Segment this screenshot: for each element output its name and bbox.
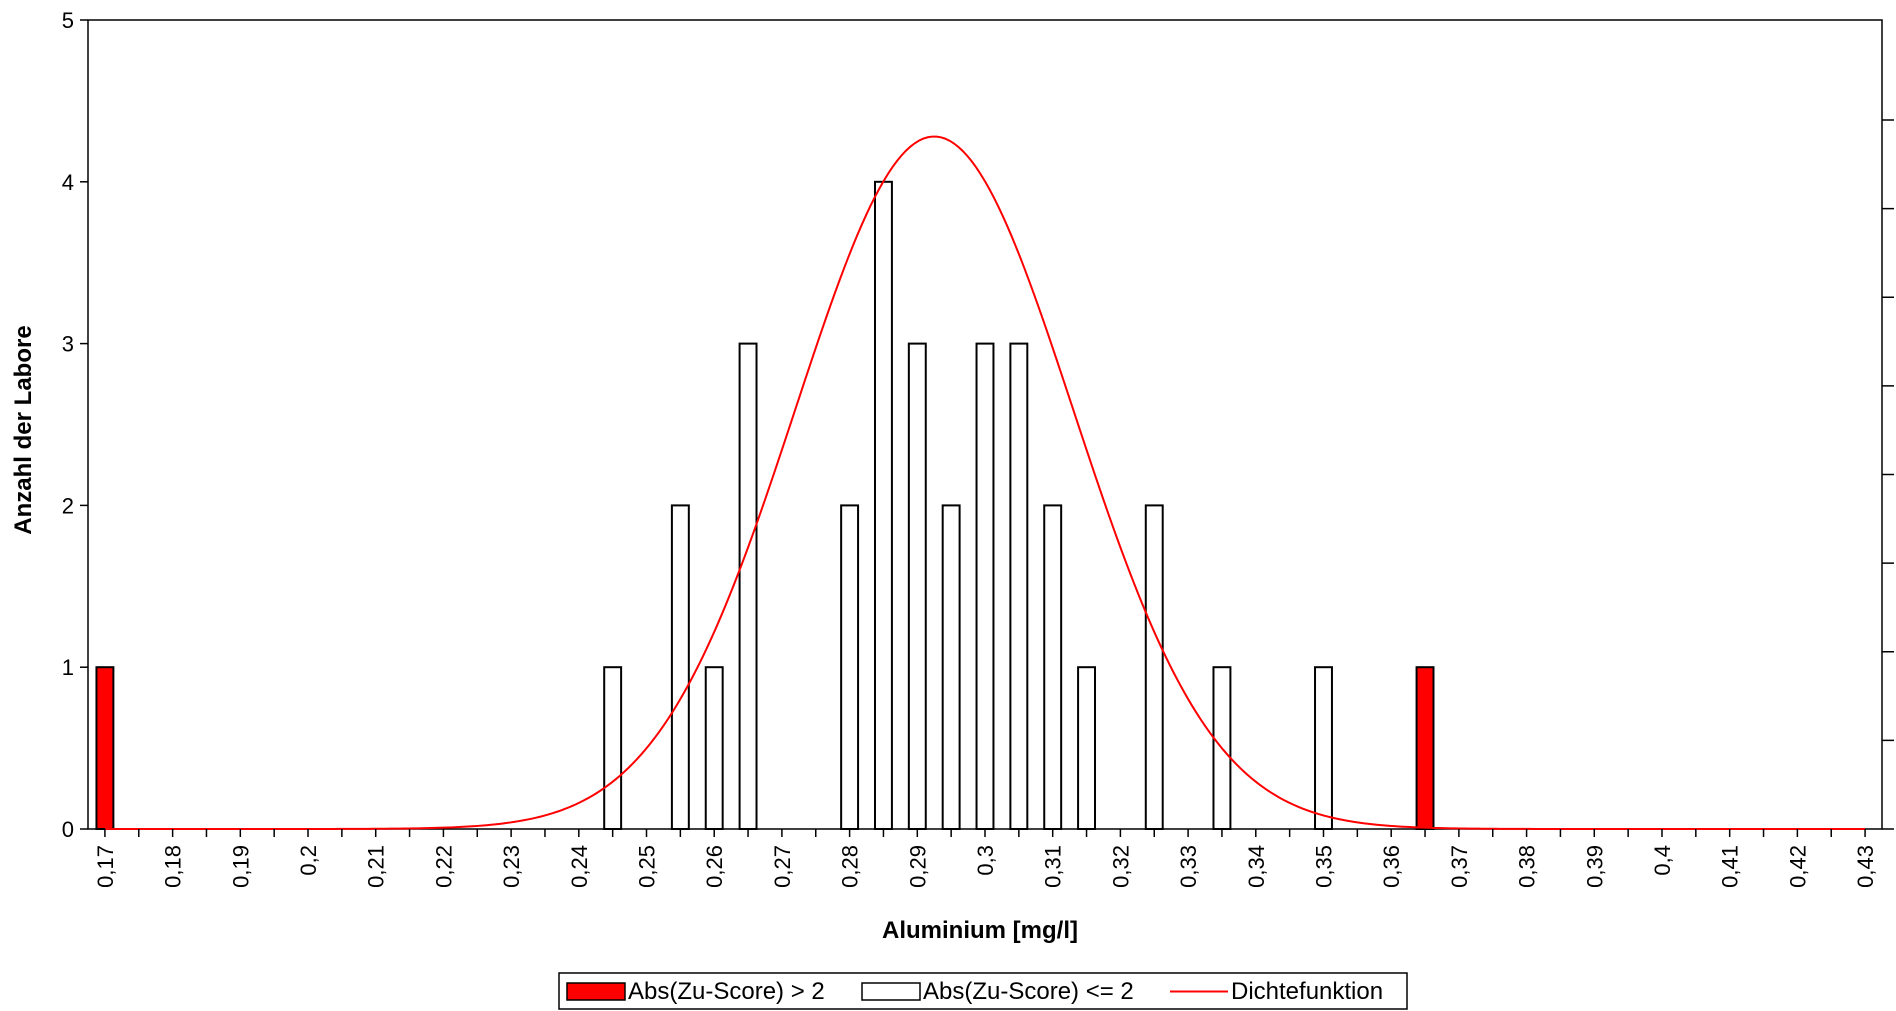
x-tick-label: 0,21 <box>364 845 389 888</box>
bar <box>1144 504 1164 830</box>
x-axis: 0,17 0,18 0,19 0,2 0,21 0,22 0,23 0,24 0,25 0,26 0… <box>93 829 1878 888</box>
x-tick-label: 0,38 <box>1515 845 1540 888</box>
bar <box>704 666 724 831</box>
x-tick-label: 0,17 <box>93 845 118 888</box>
bar <box>941 504 961 830</box>
x-tick-label: 0,22 <box>431 845 456 888</box>
x-tick-label: 0,4 <box>1650 845 1675 876</box>
x-tick-label: 0,35 <box>1311 845 1336 888</box>
x-tick-label: 0,36 <box>1379 845 1404 888</box>
bar <box>738 342 758 830</box>
x-tick-label: 0,3 <box>973 845 998 876</box>
bar <box>975 342 995 830</box>
y-tick-label: 5 <box>62 8 74 33</box>
x-tick-label: 0,26 <box>702 845 727 888</box>
legend-label-normal: Abs(Zu-Score) <= 2 <box>923 978 1134 1005</box>
y-axis-title: Anzahl der Labore <box>10 325 37 534</box>
legend-swatch-outlier <box>566 982 626 1001</box>
legend-swatch-normal <box>861 982 921 1001</box>
bar <box>670 504 690 830</box>
x-tick-label: 0,2 <box>296 845 321 876</box>
bar <box>840 504 860 830</box>
y-tick-label: 2 <box>62 493 74 518</box>
legend-box <box>558 972 1408 1010</box>
y-axis: 0 1 2 3 4 5 <box>62 8 88 842</box>
x-tick-label: 0,42 <box>1785 845 1810 888</box>
bar-outlier <box>1415 666 1435 831</box>
bar <box>1314 666 1333 831</box>
x-tick-label: 0,37 <box>1447 845 1472 888</box>
x-tick-label: 0,27 <box>770 845 795 888</box>
x-tick-label: 0,19 <box>228 845 253 888</box>
x-tick-label: 0,28 <box>838 845 863 888</box>
x-tick-label: 0,43 <box>1853 845 1878 888</box>
x-tick-label: 0,39 <box>1582 845 1607 888</box>
x-tick-label: 0,29 <box>905 845 930 888</box>
y-tick-label: 4 <box>62 170 74 195</box>
x-tick-label: 0,31 <box>1041 845 1066 888</box>
legend-label-outlier: Abs(Zu-Score) > 2 <box>628 978 825 1005</box>
right-axis-ticks <box>1882 119 1894 830</box>
bar <box>603 666 623 831</box>
x-tick-label: 0,41 <box>1718 845 1743 888</box>
x-tick-label: 0,34 <box>1244 845 1269 888</box>
bar <box>907 342 927 830</box>
x-tick-label: 0,24 <box>567 845 592 888</box>
y-tick-label: 3 <box>62 332 74 357</box>
legend: Abs(Zu-Score) > 2 Abs(Zu-Score) <= 2 Dic… <box>558 972 1408 1010</box>
legend-label-density: Dichtefunktion <box>1231 978 1383 1005</box>
density-curve-layer <box>104 135 1866 830</box>
y-tick-label: 0 <box>62 817 74 842</box>
y-tick-label: 1 <box>62 655 74 680</box>
x-tick-label: 0,18 <box>161 845 186 888</box>
x-axis-title: Aluminium [mg/l] <box>882 917 1078 944</box>
x-tick-label: 0,33 <box>1176 845 1201 888</box>
density-curve-line <box>104 135 1866 830</box>
bars-layer <box>95 180 1435 831</box>
bar <box>1043 504 1063 830</box>
x-tick-label: 0,32 <box>1108 845 1133 888</box>
x-tick-label: 0,25 <box>635 845 660 888</box>
bar <box>1077 666 1097 831</box>
bar <box>873 180 893 831</box>
x-tick-label: 0,23 <box>499 845 524 888</box>
bar <box>1009 342 1029 830</box>
bar-outlier <box>95 666 115 831</box>
